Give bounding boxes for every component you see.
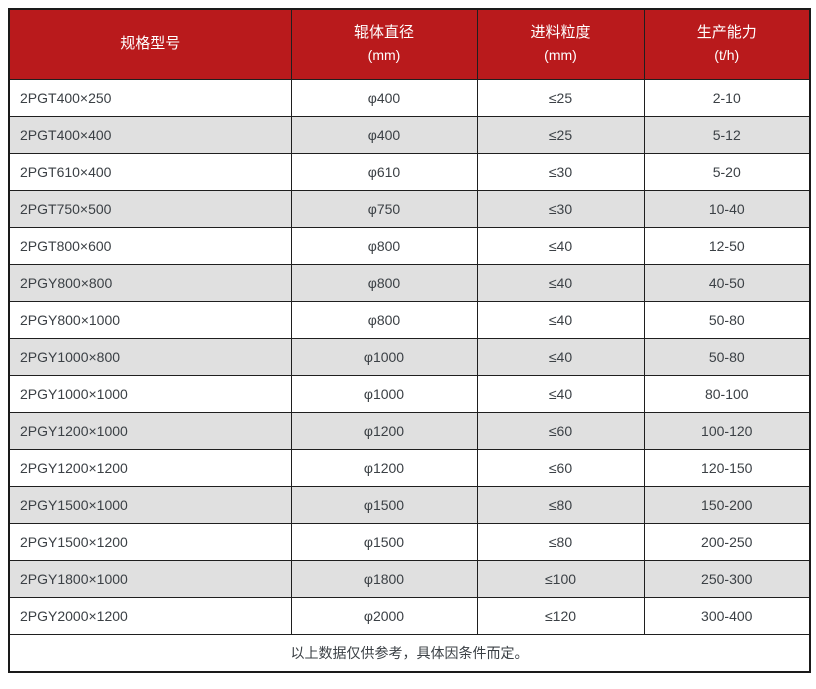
table-footnote: 以上数据仅供参考，具体因条件而定。 (8, 633, 811, 673)
cell-r11-c1: 2PGY1200×1200 (8, 448, 292, 487)
cell-r8-c3: ≤40 (476, 337, 645, 376)
cell-r9-c1: 2PGY1000×1000 (8, 374, 292, 413)
cell-r6-c3: ≤40 (476, 263, 645, 302)
cell-r9-c2: φ1000 (290, 374, 478, 413)
cell-r10-c4: 100-120 (643, 411, 811, 450)
header-model: 规格型号 (8, 8, 292, 80)
header-feed-size-label: 进料粒度 (530, 24, 591, 42)
cell-r15-c4: 300-400 (643, 596, 811, 635)
table-row: 2PGY1000×1000 φ1000 ≤40 80-100 (8, 374, 811, 413)
cell-r1-c4: 2-10 (643, 78, 811, 117)
cell-r4-c4: 10-40 (643, 189, 811, 228)
header-capacity: 生产能力 (t/h) (643, 8, 811, 80)
cell-r7-c4: 50-80 (643, 300, 811, 339)
cell-r4-c2: φ750 (290, 189, 478, 228)
cell-r10-c2: φ1200 (290, 411, 478, 450)
cell-r10-c3: ≤60 (476, 411, 645, 450)
cell-r12-c3: ≤80 (476, 485, 645, 524)
cell-r14-c1: 2PGY1800×1000 (8, 559, 292, 598)
header-roller-diameter-label: 辊体直径 (353, 24, 414, 42)
cell-r13-c4: 200-250 (643, 522, 811, 561)
cell-r7-c3: ≤40 (476, 300, 645, 339)
cell-r9-c3: ≤40 (476, 374, 645, 413)
cell-r2-c3: ≤25 (476, 115, 645, 154)
header-capacity-unit: (t/h) (714, 47, 740, 64)
cell-r8-c4: 50-80 (643, 337, 811, 376)
table-row: 2PGY1000×800 φ1000 ≤40 50-80 (8, 337, 811, 376)
table-row: 2PGT750×500 φ750 ≤30 10-40 (8, 189, 811, 228)
cell-r8-c1: 2PGY1000×800 (8, 337, 292, 376)
header-model-label: 规格型号 (120, 35, 181, 53)
header-capacity-label: 生产能力 (696, 24, 757, 42)
cell-r4-c3: ≤30 (476, 189, 645, 228)
cell-r13-c2: φ1500 (290, 522, 478, 561)
table-row: 2PGY1200×1200 φ1200 ≤60 120-150 (8, 448, 811, 487)
cell-r15-c1: 2PGY2000×1200 (8, 596, 292, 635)
cell-r6-c2: φ800 (290, 263, 478, 302)
spec-table-body: 2PGT400×250 φ400 ≤25 2-10 2PGT400×400 φ4… (8, 78, 811, 635)
cell-r13-c1: 2PGY1500×1200 (8, 522, 292, 561)
table-row: 2PGT400×250 φ400 ≤25 2-10 (8, 78, 811, 117)
table-row: 2PGY800×800 φ800 ≤40 40-50 (8, 263, 811, 302)
cell-r2-c2: φ400 (290, 115, 478, 154)
cell-r2-c4: 5-12 (643, 115, 811, 154)
cell-r4-c1: 2PGT750×500 (8, 189, 292, 228)
cell-r3-c4: 5-20 (643, 152, 811, 191)
table-row: 2PGY2000×1200 φ2000 ≤120 300-400 (8, 596, 811, 635)
cell-r11-c2: φ1200 (290, 448, 478, 487)
table-row: 2PGT400×400 φ400 ≤25 5-12 (8, 115, 811, 154)
footnote-row: 以上数据仅供参考，具体因条件而定。 (8, 633, 811, 673)
cell-r6-c4: 40-50 (643, 263, 811, 302)
cell-r2-c1: 2PGT400×400 (8, 115, 292, 154)
header-row: 规格型号 辊体直径 (mm) 进料粒度 (mm) 生产能力 (t/h) (8, 8, 811, 80)
cell-r6-c1: 2PGY800×800 (8, 263, 292, 302)
cell-r1-c2: φ400 (290, 78, 478, 117)
cell-r1-c1: 2PGT400×250 (8, 78, 292, 117)
table-row: 2PGT610×400 φ610 ≤30 5-20 (8, 152, 811, 191)
table-row: 2PGT800×600 φ800 ≤40 12-50 (8, 226, 811, 265)
cell-r7-c2: φ800 (290, 300, 478, 339)
cell-r12-c1: 2PGY1500×1000 (8, 485, 292, 524)
table-row: 2PGY1500×1200 φ1500 ≤80 200-250 (8, 522, 811, 561)
cell-r5-c1: 2PGT800×600 (8, 226, 292, 265)
cell-r8-c2: φ1000 (290, 337, 478, 376)
cell-r11-c4: 120-150 (643, 448, 811, 487)
cell-r12-c4: 150-200 (643, 485, 811, 524)
cell-r15-c3: ≤120 (476, 596, 645, 635)
cell-r1-c3: ≤25 (476, 78, 645, 117)
table-row: 2PGY1200×1000 φ1200 ≤60 100-120 (8, 411, 811, 450)
cell-r14-c3: ≤100 (476, 559, 645, 598)
cell-r5-c3: ≤40 (476, 226, 645, 265)
spec-table: 规格型号 辊体直径 (mm) 进料粒度 (mm) 生产能力 (t/h) 2PGT… (8, 8, 811, 673)
cell-r10-c1: 2PGY1200×1000 (8, 411, 292, 450)
cell-r3-c2: φ610 (290, 152, 478, 191)
cell-r5-c4: 12-50 (643, 226, 811, 265)
table-row: 2PGY1800×1000 φ1800 ≤100 250-300 (8, 559, 811, 598)
cell-r14-c2: φ1800 (290, 559, 478, 598)
cell-r7-c1: 2PGY800×1000 (8, 300, 292, 339)
spec-table-header: 规格型号 辊体直径 (mm) 进料粒度 (mm) 生产能力 (t/h) (8, 8, 811, 80)
cell-r11-c3: ≤60 (476, 448, 645, 487)
header-roller-diameter-unit: (mm) (367, 47, 401, 64)
table-row: 2PGY1500×1000 φ1500 ≤80 150-200 (8, 485, 811, 524)
cell-r3-c1: 2PGT610×400 (8, 152, 292, 191)
header-feed-size: 进料粒度 (mm) (476, 8, 645, 80)
header-feed-size-unit: (mm) (544, 47, 577, 64)
cell-r13-c3: ≤80 (476, 522, 645, 561)
cell-r9-c4: 80-100 (643, 374, 811, 413)
spec-table-container: 规格型号 辊体直径 (mm) 进料粒度 (mm) 生产能力 (t/h) 2PGT… (8, 8, 811, 673)
header-roller-diameter: 辊体直径 (mm) (290, 8, 478, 80)
spec-table-footer: 以上数据仅供参考，具体因条件而定。 (8, 633, 811, 673)
cell-r3-c3: ≤30 (476, 152, 645, 191)
cell-r5-c2: φ800 (290, 226, 478, 265)
cell-r15-c2: φ2000 (290, 596, 478, 635)
table-row: 2PGY800×1000 φ800 ≤40 50-80 (8, 300, 811, 339)
cell-r12-c2: φ1500 (290, 485, 478, 524)
cell-r14-c4: 250-300 (643, 559, 811, 598)
